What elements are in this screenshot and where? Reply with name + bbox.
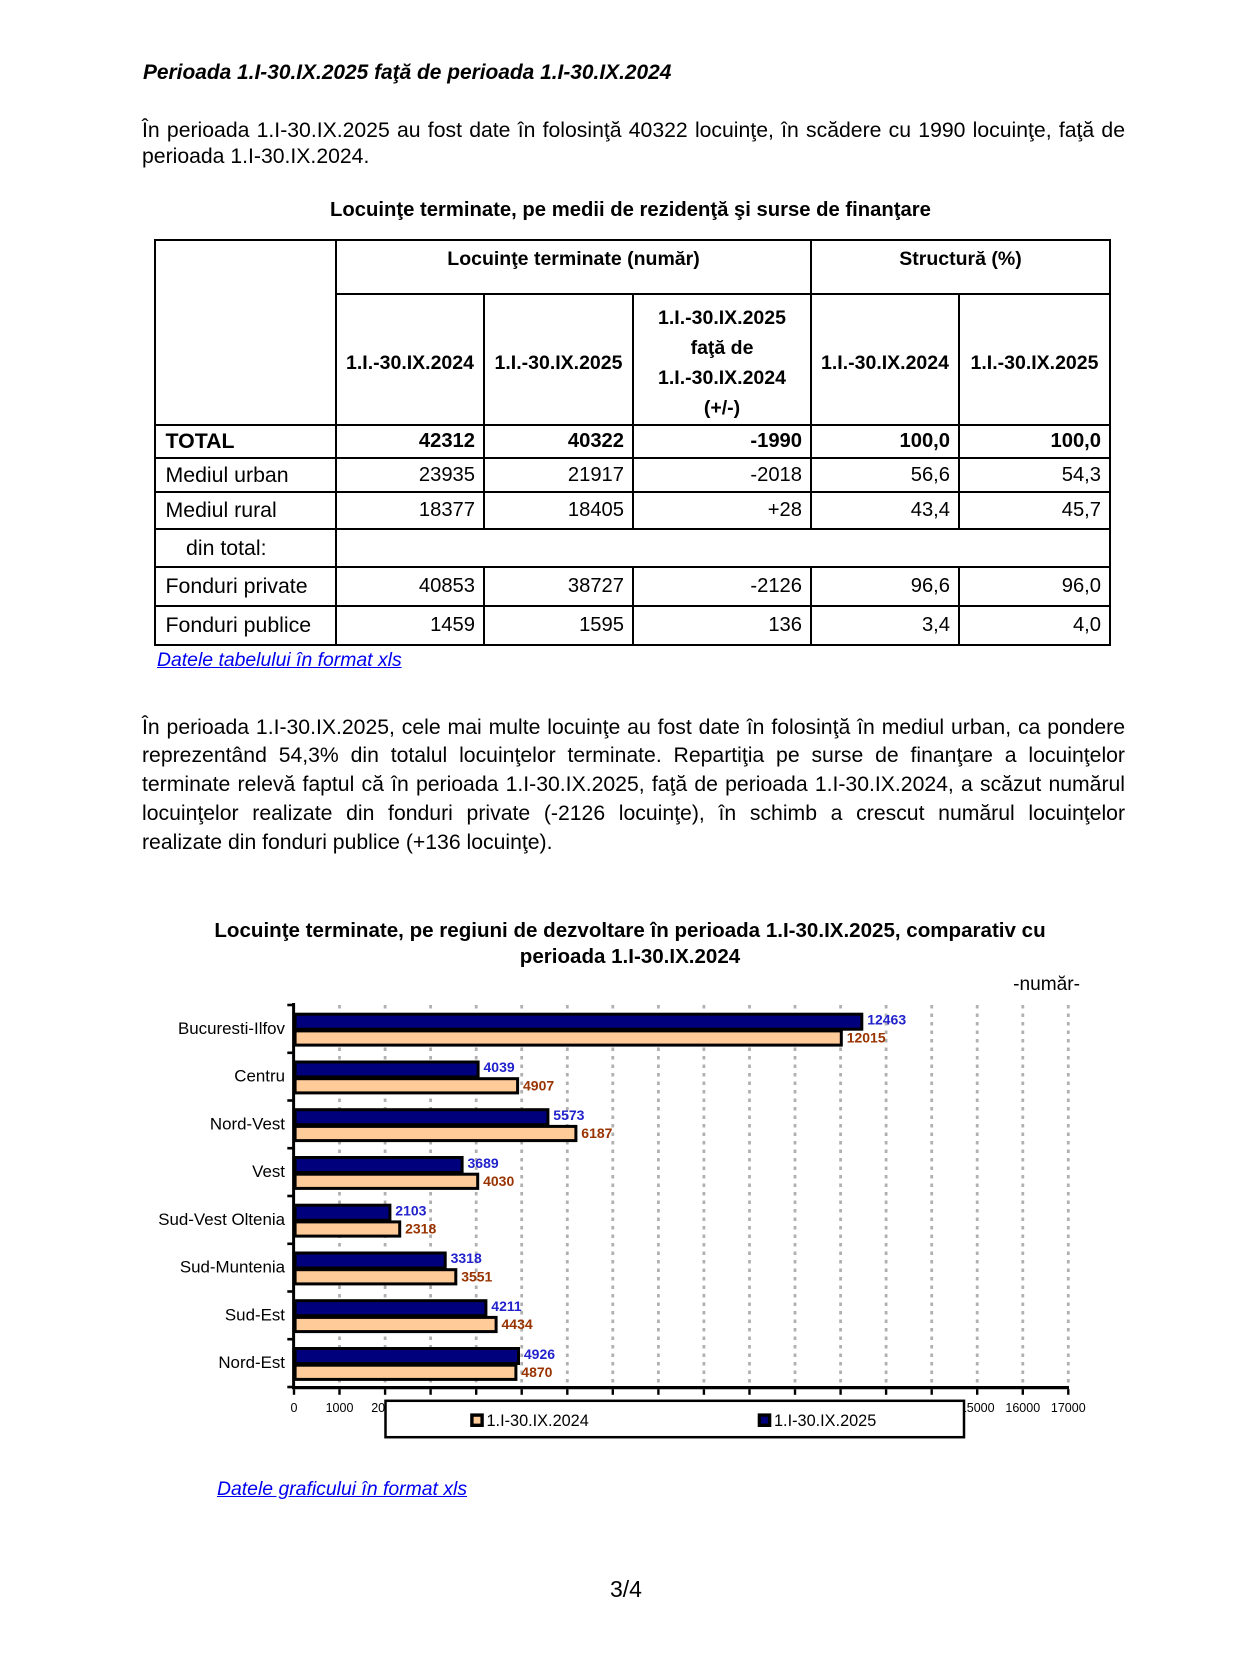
svg-text:5573: 5573 <box>553 1107 584 1123</box>
svg-text:17000: 17000 <box>1051 1401 1086 1415</box>
svg-text:Vest: Vest <box>252 1162 285 1181</box>
svg-text:4030: 4030 <box>483 1173 514 1189</box>
svg-text:4211: 4211 <box>491 1298 522 1314</box>
svg-text:1.I-30.IX.2025: 1.I-30.IX.2025 <box>774 1412 876 1430</box>
svg-text:Bucuresti-Ilfov: Bucuresti-Ilfov <box>178 1019 286 1038</box>
svg-text:4870: 4870 <box>521 1364 552 1380</box>
svg-text:3689: 3689 <box>468 1155 499 1171</box>
svg-text:Sud-Vest Oltenia: Sud-Vest Oltenia <box>158 1210 285 1229</box>
svg-text:0: 0 <box>291 1401 298 1415</box>
svg-text:3318: 3318 <box>451 1250 482 1266</box>
svg-text:15000: 15000 <box>960 1401 995 1415</box>
svg-text:3551: 3551 <box>461 1268 492 1284</box>
svg-text:12463: 12463 <box>867 1012 906 1028</box>
svg-text:Sud-Est: Sud-Est <box>225 1305 285 1324</box>
svg-text:4907: 4907 <box>523 1077 554 1093</box>
svg-text:2318: 2318 <box>405 1221 436 1237</box>
svg-text:1000: 1000 <box>326 1401 354 1415</box>
svg-text:4039: 4039 <box>484 1059 515 1075</box>
svg-text:4434: 4434 <box>502 1316 533 1332</box>
svg-text:12015: 12015 <box>847 1030 886 1046</box>
svg-text:16000: 16000 <box>1005 1401 1040 1415</box>
svg-text:Nord-Vest: Nord-Vest <box>210 1114 285 1133</box>
svg-text:Nord-Est: Nord-Est <box>218 1353 285 1372</box>
svg-text:Centru: Centru <box>234 1067 285 1086</box>
svg-text:6187: 6187 <box>581 1125 612 1141</box>
svg-text:Sud-Muntenia: Sud-Muntenia <box>180 1258 286 1277</box>
svg-text:1.I-30.IX.2024: 1.I-30.IX.2024 <box>487 1412 589 1430</box>
svg-text:2103: 2103 <box>395 1203 426 1219</box>
svg-text:4926: 4926 <box>524 1346 555 1362</box>
